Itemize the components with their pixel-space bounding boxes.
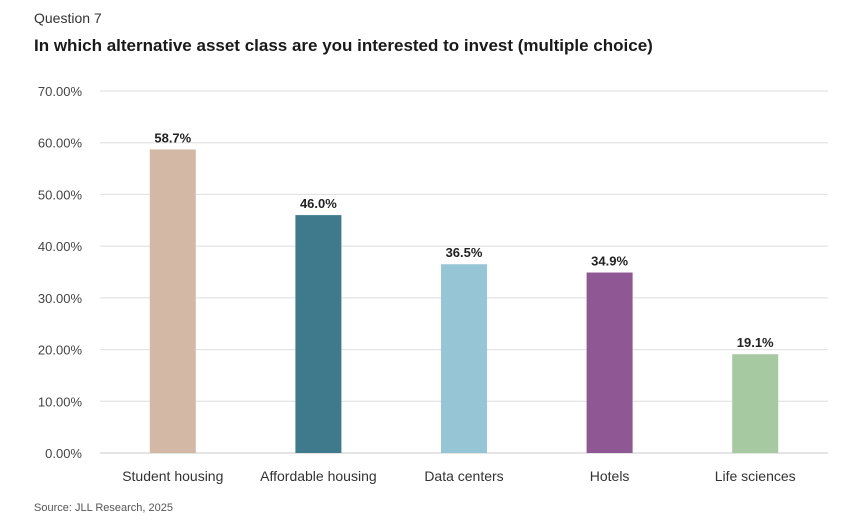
x-axis-labels: Student housing Affordable housing Data ce… xyxy=(122,468,795,484)
y-tick-label: 50.00% xyxy=(38,187,83,202)
y-tick-label: 20.00% xyxy=(38,343,83,358)
x-category-label: Student housing xyxy=(122,468,223,484)
y-tick-label: 70.00% xyxy=(38,84,83,99)
question-number: Question 7 xyxy=(34,10,102,26)
data-label: 34.9% xyxy=(591,254,628,269)
y-tick-label: 10.00% xyxy=(38,394,83,409)
x-category-label: Life sciences xyxy=(715,468,796,484)
gridlines xyxy=(100,90,828,454)
y-tick-label: 60.00% xyxy=(38,136,83,151)
data-labels: 58.7% 46.0% 36.5% 34.9% 19.1% xyxy=(154,130,774,350)
x-category-label: Data centers xyxy=(424,468,503,484)
bar xyxy=(149,149,196,454)
data-label: 36.5% xyxy=(446,245,483,260)
x-category-label: Affordable housing xyxy=(260,468,377,484)
bar xyxy=(295,215,342,453)
bars xyxy=(149,149,779,454)
bar xyxy=(732,354,779,453)
source-note: Source: JLL Research, 2025 xyxy=(34,502,174,514)
y-axis-ticks: 0.00% 10.00% 20.00% 30.00% 40.00% 50.00% 60.00… xyxy=(38,84,83,461)
y-tick-label: 30.00% xyxy=(38,291,83,306)
bar xyxy=(586,272,633,453)
data-label: 19.1% xyxy=(737,335,774,350)
y-tick-label: 40.00% xyxy=(38,239,83,254)
y-tick-label: 0.00% xyxy=(45,446,82,461)
chart-title: In which alternative asset class are you… xyxy=(34,36,653,55)
bar xyxy=(441,264,487,453)
x-category-label: Hotels xyxy=(590,468,630,484)
data-label: 46.0% xyxy=(300,196,337,211)
data-label: 58.7% xyxy=(154,130,191,145)
